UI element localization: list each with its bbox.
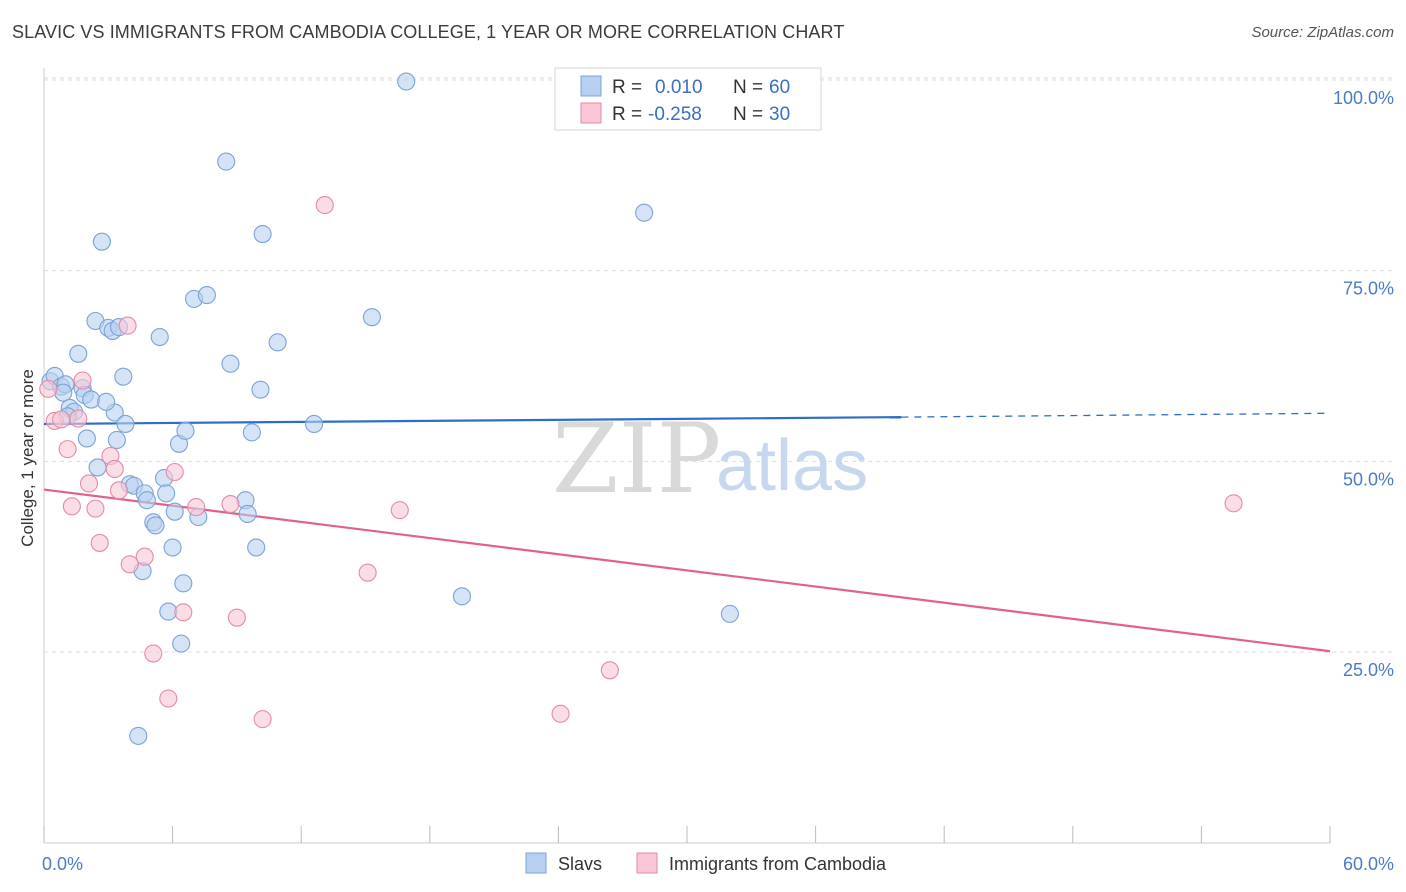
point-cambodia-5 (69, 409, 88, 428)
legend-swatch-slavs (580, 75, 602, 97)
trend-line-slavs-extension (901, 412, 1331, 418)
point-cambodia-17 (159, 689, 178, 708)
point-slavs-56 (635, 203, 654, 222)
point-slavs-10 (77, 429, 96, 448)
point-slavs-54 (397, 72, 416, 91)
point-slavs-48 (247, 538, 266, 557)
y-axis-label: College, 1 year or more (18, 369, 37, 547)
legend-n-label-slavs: N = (733, 77, 763, 98)
point-slavs-38 (174, 574, 193, 593)
bottom-legend-label-slavs: Slavs (558, 854, 602, 874)
point-cambodia-21 (221, 494, 240, 514)
x-tick-label-0: 0.0% (42, 854, 83, 874)
point-cambodia-28 (600, 661, 619, 680)
point-cambodia-18 (165, 462, 184, 482)
point-slavs-53 (362, 308, 381, 327)
point-cambodia-22 (227, 608, 246, 627)
correlation-legend: R = 0.010 N = 60 R = -0.258 N = 30 (554, 67, 822, 131)
point-cambodia-16 (144, 644, 163, 663)
point-cambodia-11 (105, 459, 124, 479)
bottom-legend-label-cambodia: Immigrants from Cambodia (669, 854, 887, 874)
point-slavs-42 (197, 286, 216, 305)
point-slavs-50 (253, 225, 272, 244)
point-cambodia-6 (73, 371, 92, 390)
point-cambodia-13 (118, 316, 137, 335)
point-slavs-57 (720, 604, 739, 623)
point-cambodia-27 (551, 704, 570, 723)
point-cambodia-23 (253, 710, 272, 729)
point-cambodia-4 (62, 497, 81, 516)
point-cambodia-0 (39, 379, 58, 398)
point-slavs-7 (69, 344, 88, 363)
points-layer (39, 72, 1243, 745)
point-cambodia-7 (79, 474, 99, 493)
point-slavs-55 (452, 587, 472, 606)
trend-line-slavs (43, 415, 902, 426)
watermark-atlas: atlas (716, 426, 868, 506)
y-tick-label-2: 75.0% (1343, 279, 1394, 299)
grid-layer (44, 77, 1392, 653)
point-slavs-33 (159, 602, 178, 621)
point-cambodia-29 (1224, 494, 1243, 513)
point-slavs-59 (97, 392, 116, 411)
bottom-legend-swatch-cambodia (636, 852, 658, 874)
point-slavs-39 (176, 421, 195, 440)
legend-n-label-cambodia: N = (733, 104, 763, 125)
point-slavs-51 (268, 333, 287, 352)
point-slavs-21 (116, 414, 135, 434)
y-tick-label-0: 25.0% (1343, 660, 1394, 680)
legend-n-value-cambodia: 30 (769, 104, 790, 125)
point-slavs-49 (251, 380, 270, 399)
point-slavs-37 (172, 634, 191, 653)
point-slavs-11 (82, 390, 101, 409)
point-cambodia-8 (86, 499, 105, 518)
legend-r-value-cambodia: -0.258 (648, 104, 702, 125)
point-slavs-24 (129, 726, 148, 745)
point-slavs-20 (114, 367, 133, 386)
point-slavs-35 (165, 502, 184, 521)
ticks-layer: 25.0% 50.0% 75.0% 100.0% 0.0% 60.0% (42, 88, 1394, 874)
point-slavs-32 (157, 484, 176, 503)
y-tick-label-1: 50.0% (1343, 469, 1394, 489)
source-credit: Source: ZipAtlas.com (1251, 24, 1394, 41)
point-cambodia-3 (58, 440, 77, 459)
point-slavs-18 (107, 430, 126, 450)
point-slavs-46 (238, 504, 257, 524)
series-legend: Slavs Immigrants from Cambodia (525, 852, 887, 874)
point-cambodia-26 (390, 501, 409, 520)
point-cambodia-14 (120, 555, 139, 574)
legend-r-label-cambodia: R = (612, 104, 642, 125)
point-slavs-43 (217, 152, 236, 171)
point-cambodia-19 (174, 603, 193, 622)
legend-r-value-slavs: 0.010 (655, 77, 703, 98)
watermark: ZIP atlas (552, 403, 868, 515)
bottom-legend-swatch-slavs (525, 852, 547, 874)
legend-n-value-slavs: 60 (769, 77, 790, 98)
x-tick-label-1: 60.0% (1343, 854, 1394, 874)
trend-line-cambodia (43, 488, 1331, 653)
point-slavs-30 (150, 327, 169, 347)
legend-r-label-slavs: R = (612, 77, 642, 98)
chart-title: SLAVIC VS IMMIGRANTS FROM CAMBODIA COLLE… (12, 22, 845, 42)
point-cambodia-24 (315, 196, 334, 215)
point-slavs-44 (221, 354, 240, 373)
point-cambodia-12 (109, 481, 129, 500)
point-cambodia-9 (90, 533, 109, 552)
point-slavs-14 (92, 232, 111, 251)
y-tick-label-3: 100.0% (1333, 88, 1394, 108)
watermark-zip: ZIP (552, 403, 721, 515)
point-slavs-4 (54, 383, 73, 402)
point-slavs-34 (163, 538, 182, 557)
point-cambodia-2 (52, 410, 71, 429)
point-slavs-52 (305, 414, 324, 434)
point-slavs-27 (137, 491, 156, 510)
point-slavs-29 (146, 516, 165, 535)
point-slavs-47 (242, 423, 261, 442)
legend-swatch-cambodia (580, 102, 602, 124)
axes-layer (43, 68, 1331, 844)
point-cambodia-25 (358, 563, 377, 582)
point-cambodia-20 (187, 498, 206, 517)
point-cambodia-15 (135, 547, 154, 566)
